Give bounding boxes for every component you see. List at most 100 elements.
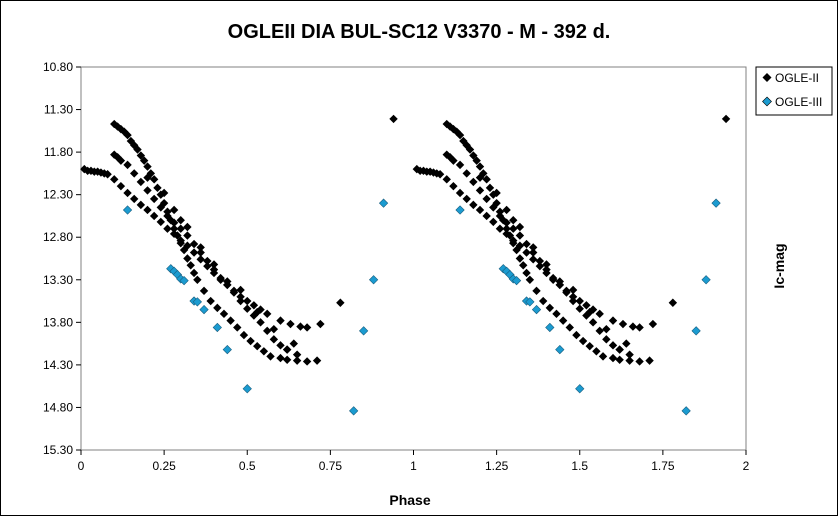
point-ogle-ii [628, 322, 638, 331]
chart-title: OGLEII DIA BUL-SC12 V3370 - M - 392 d. [228, 21, 611, 43]
y-tick-label: 12.30 [43, 188, 73, 202]
point-ogle-ii [169, 218, 179, 227]
point-ogle-ii [721, 114, 731, 124]
x-tick-label: 1.5 [571, 459, 588, 473]
point-ogle-iii [222, 344, 232, 355]
point-ogle-ii [243, 296, 252, 306]
point-ogle-ii [176, 216, 185, 225]
point-ogle-ii [123, 130, 132, 140]
point-ogle-ii [515, 231, 525, 240]
point-ogle-ii [193, 275, 202, 284]
point-ogle-ii [568, 296, 578, 306]
point-ogle-ii [116, 181, 126, 191]
point-ogle-iii [711, 198, 721, 208]
point-ogle-ii [469, 177, 478, 187]
data-points [80, 114, 731, 416]
point-ogle-ii [535, 261, 545, 271]
point-ogle-ii [189, 268, 199, 278]
point-ogle-iii [378, 198, 389, 208]
point-ogle-ii [598, 352, 608, 361]
point-ogle-ii [136, 200, 146, 210]
point-ogle-ii [475, 162, 485, 171]
point-ogle-ii [479, 169, 488, 178]
point-ogle-ii [562, 288, 571, 297]
point-ogle-ii [548, 275, 558, 284]
point-ogle-ii [455, 188, 465, 198]
x-tick-label: 2 [743, 459, 750, 473]
point-ogle-ii [163, 207, 172, 216]
y-tick-label: 13.80 [43, 315, 73, 329]
point-ogle-ii [203, 256, 212, 266]
point-ogle-ii [449, 181, 458, 191]
point-ogle-ii [625, 356, 634, 365]
point-ogle-ii [615, 355, 624, 364]
point-ogle-ii [529, 243, 538, 252]
point-ogle-ii [475, 186, 485, 195]
point-ogle-ii [515, 241, 525, 250]
point-ogle-ii [256, 318, 265, 327]
point-ogle-ii [625, 350, 634, 359]
point-ogle-ii [276, 341, 285, 350]
point-ogle-ii [615, 345, 624, 354]
point-ogle-iii [212, 322, 222, 333]
point-ogle-ii [558, 316, 568, 325]
point-ogle-ii [435, 170, 445, 179]
point-ogle-ii [475, 205, 485, 215]
point-ogle-ii [575, 296, 584, 306]
point-ogle-ii [595, 309, 604, 319]
x-tick-label: 0.25 [152, 459, 176, 473]
point-ogle-ii [512, 245, 521, 255]
point-ogle-ii [515, 254, 525, 263]
point-ogle-ii [455, 160, 465, 170]
point-ogle-iii [531, 304, 542, 315]
point-ogle-ii [169, 224, 179, 233]
point-ogle-ii [296, 322, 305, 331]
point-ogle-ii [143, 173, 152, 182]
point-ogle-ii [130, 194, 139, 204]
point-ogle-ii [489, 203, 498, 212]
point-ogle-ii [226, 316, 235, 325]
point-ogle-iii [368, 275, 379, 285]
point-ogle-ii [588, 318, 598, 327]
point-ogle-ii [585, 307, 594, 317]
point-ogle-ii [149, 175, 159, 184]
legend-marker-ogle-ii [762, 73, 772, 82]
point-ogle-ii [578, 336, 588, 346]
point-ogle-ii [509, 216, 518, 225]
point-ogle-ii [149, 194, 159, 204]
point-ogle-ii [608, 341, 618, 350]
point-ogle-ii [668, 298, 678, 307]
point-ogle-ii [475, 173, 485, 182]
point-ogle-ii [243, 304, 252, 313]
point-ogle-ii [289, 339, 298, 348]
point-ogle-ii [482, 194, 491, 204]
point-ogle-ii [176, 224, 185, 233]
point-ogle-ii [139, 156, 149, 165]
point-ogle-iii [545, 322, 555, 333]
point-ogle-ii [532, 286, 541, 296]
point-ogle-ii [236, 296, 245, 306]
point-ogle-ii [572, 330, 581, 340]
point-ogle-iii [242, 384, 252, 394]
point-ogle-ii [472, 156, 481, 165]
point-ogle-ii [196, 243, 205, 252]
point-ogle-ii [213, 303, 222, 313]
point-ogle-ii [169, 205, 179, 215]
point-ogle-ii [186, 261, 195, 270]
point-ogle-ii [246, 336, 255, 346]
point-ogle-ii [509, 224, 518, 233]
point-ogle-ii [133, 145, 142, 154]
legend: OGLE-II OGLE-III [755, 66, 833, 116]
point-ogle-ii [239, 330, 249, 340]
point-ogle-iii [349, 406, 359, 416]
point-ogle-ii [502, 218, 511, 227]
point-ogle-ii [236, 292, 245, 301]
point-ogle-ii [485, 183, 495, 193]
point-ogle-ii [143, 205, 152, 215]
point-ogle-ii [302, 357, 312, 366]
y-tick-label: 11.30 [44, 103, 73, 117]
legend-marker-ogle-iii [762, 96, 772, 107]
point-ogle-ii [302, 323, 312, 332]
point-ogle-ii [585, 341, 594, 351]
point-ogle-ii [515, 222, 525, 232]
